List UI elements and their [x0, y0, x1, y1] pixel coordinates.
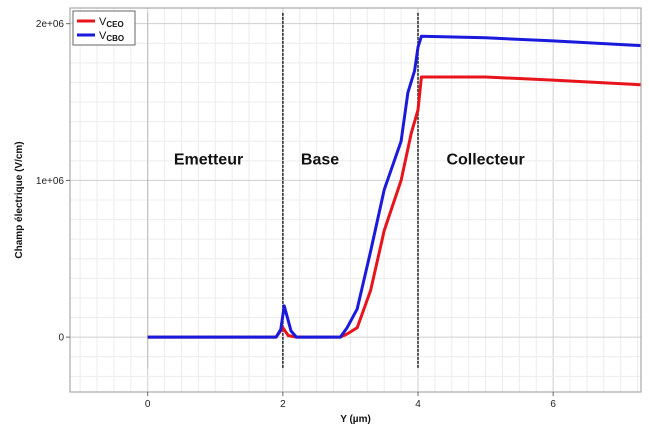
series-line-cbo [147, 34, 642, 339]
legend-box [72, 10, 136, 46]
region-label: Base [301, 152, 339, 169]
region-labels: Emetteur Base Collecteur [174, 152, 525, 169]
plot-frame [69, 7, 642, 393]
x-tick-label: 6 [550, 399, 556, 410]
y-axis-label: Champ électrique (V/cm) [14, 141, 25, 258]
grid [70, 8, 641, 392]
x-tick-label: 4 [415, 399, 421, 410]
y-tick-label: 0 [58, 333, 64, 344]
region-label: Collecteur [446, 152, 524, 169]
y-tick-label: 1e+06 [36, 176, 65, 187]
x-tick-label: 0 [145, 399, 151, 410]
legend-label: VCBO [99, 30, 124, 43]
legend-label: VCEO [99, 16, 124, 29]
region-label: Emetteur [174, 152, 243, 169]
x-tick-label: 2 [280, 399, 286, 410]
series-lines [147, 34, 642, 339]
ticks: 0 2 4 6 0 1e+06 2e+06 [36, 19, 556, 410]
x-axis-label: Y (µm) [340, 414, 371, 425]
y-tick-label: 2e+06 [36, 19, 65, 30]
